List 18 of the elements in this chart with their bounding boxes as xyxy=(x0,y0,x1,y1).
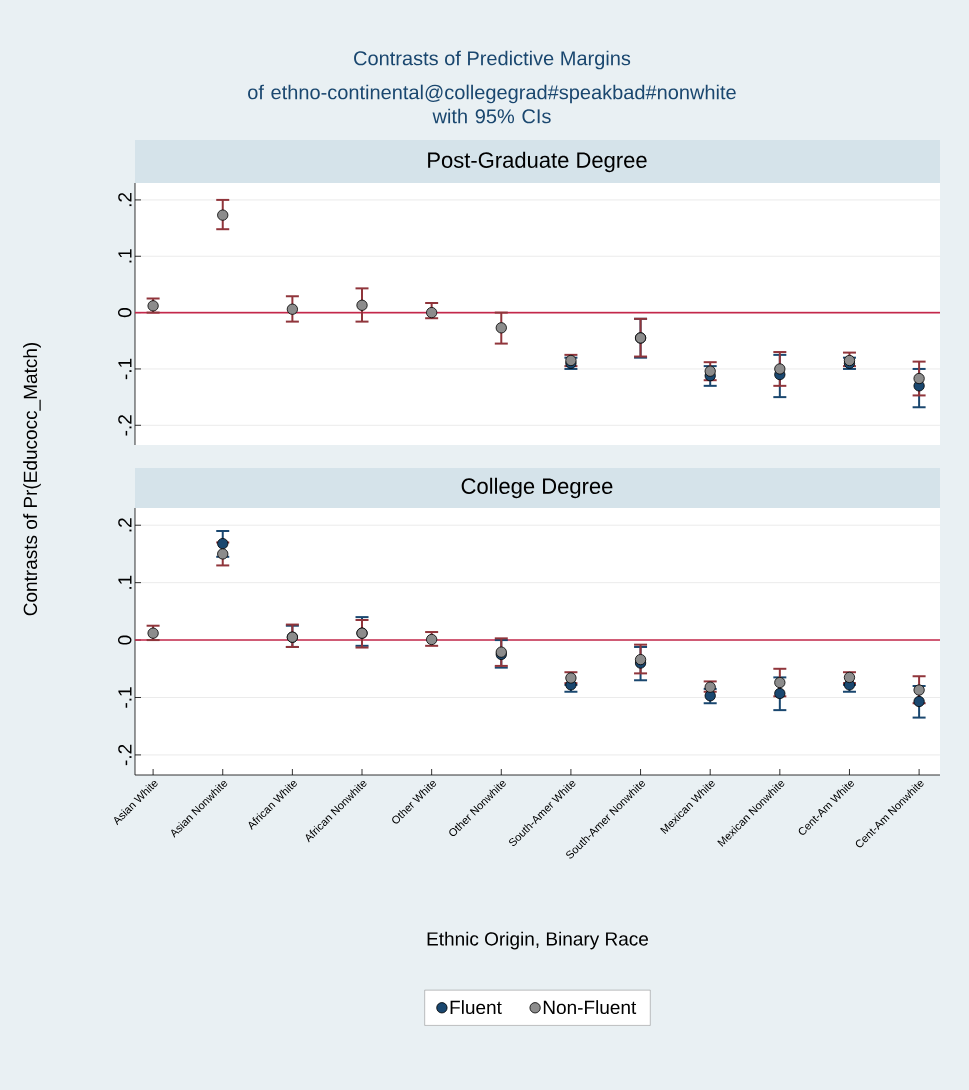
y-tick-label: -.1 xyxy=(118,687,132,708)
x-axis-title: Ethnic Origin, Binary Race xyxy=(427,931,649,950)
y-tick-label: .1 xyxy=(118,249,132,263)
y-tick-label: -.2 xyxy=(118,744,132,766)
y-tick-label: -.1 xyxy=(118,358,132,380)
chart-title: Contrasts of Predictive Margins xyxy=(354,50,631,70)
y-tick-label: .1 xyxy=(118,575,132,589)
y-tick-label: .2 xyxy=(118,518,132,532)
y-tick-label: .2 xyxy=(118,192,132,207)
chart-subtitle: of ethno-continental@collegegrad#speakbad#nonwhite with 95% CIs xyxy=(248,84,736,124)
text: College Degree xyxy=(461,477,613,499)
y-tick-label: -.2 xyxy=(118,415,132,436)
y-tick-label: 0 xyxy=(118,308,132,318)
text: Post-Graduate Degree xyxy=(428,151,647,173)
legend-label: Non-Fluent xyxy=(543,1000,637,1015)
y-tick-label: 0 xyxy=(118,635,132,645)
y-axis-title: Contrasts of Pr(Educocc_Match) xyxy=(23,342,41,616)
legend-label: Fluent xyxy=(450,1000,502,1015)
